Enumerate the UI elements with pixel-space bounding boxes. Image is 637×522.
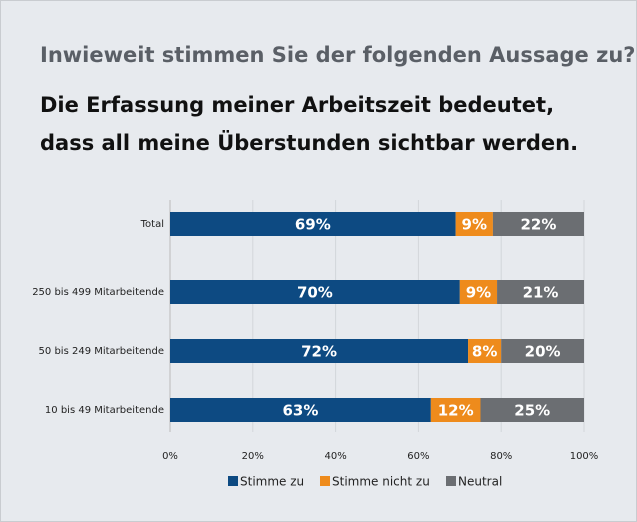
chart-title: Inwieweit stimmen Sie der folgenden Auss… (40, 43, 635, 67)
data-label: 20% (525, 343, 561, 361)
data-label: 9% (462, 216, 487, 234)
bar-segment (468, 339, 502, 363)
legend-swatch (320, 476, 330, 486)
chart-subtitle: Die Erfassung meiner Arbeitszeit bedeute… (40, 93, 554, 117)
bar-segment (480, 398, 584, 422)
x-tick-label: 40% (324, 451, 346, 462)
data-label: 21% (523, 284, 559, 302)
bar-segment (170, 212, 456, 236)
legend-label: Stimme zu (240, 475, 304, 489)
bar-segment (170, 339, 469, 363)
data-label: 12% (438, 402, 474, 420)
data-label: 25% (514, 402, 550, 420)
category-label: 10 bis 49 Mitarbeitende (45, 405, 164, 416)
data-label: 70% (297, 284, 333, 302)
bar-segment (430, 398, 481, 422)
data-label: 9% (466, 284, 491, 302)
x-tick-label: 60% (407, 451, 429, 462)
legend-swatch (228, 476, 238, 486)
bar-segment (459, 280, 498, 304)
x-tick-label: 80% (490, 451, 512, 462)
legend-label: Stimme nicht zu (332, 475, 430, 489)
bar-segment (455, 212, 493, 236)
bar-segment (497, 280, 584, 304)
data-label: 8% (472, 343, 497, 361)
bar-segment (170, 280, 460, 304)
category-label: 250 bis 499 Mitarbeitende (32, 287, 164, 298)
data-label: 72% (301, 343, 337, 361)
data-label: 63% (282, 402, 318, 420)
legend-swatch (446, 476, 456, 486)
category-label: 50 bis 249 Mitarbeitende (39, 346, 164, 357)
legend-label: Neutral (458, 475, 502, 489)
x-tick-label: 100% (570, 451, 599, 462)
data-label: 69% (295, 216, 331, 234)
bar-segment (492, 212, 584, 236)
category-label: Total (140, 219, 164, 230)
x-tick-label: 20% (242, 451, 264, 462)
bar-segment (501, 339, 584, 363)
bar-segment (170, 398, 431, 422)
data-label: 22% (521, 216, 557, 234)
x-tick-label: 0% (162, 451, 178, 462)
chart-subtitle: dass all meine Überstunden sichtbar werd… (40, 130, 578, 155)
